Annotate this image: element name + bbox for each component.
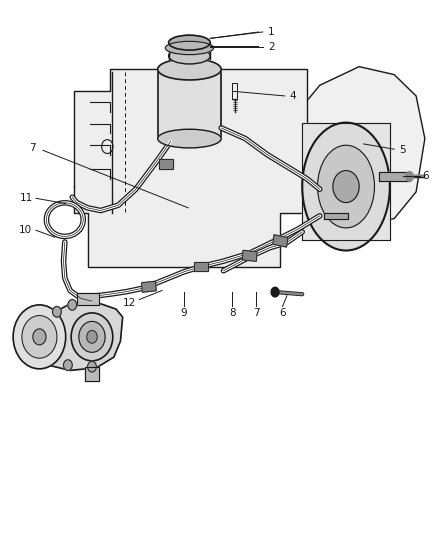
Ellipse shape [158,59,221,80]
Polygon shape [141,281,156,292]
Text: 7: 7 [253,308,260,318]
Polygon shape [273,235,288,247]
Ellipse shape [79,321,105,352]
Text: 1: 1 [268,27,275,37]
Text: 11: 11 [20,193,33,203]
Text: 10: 10 [18,225,32,235]
Circle shape [68,300,77,310]
Circle shape [406,172,413,181]
Circle shape [271,287,279,297]
Text: RAD FAN: RAD FAN [360,131,389,178]
Polygon shape [169,43,210,59]
Circle shape [88,361,96,372]
Text: 7: 7 [29,143,36,153]
Circle shape [13,305,66,369]
Text: 8: 8 [229,308,236,318]
Text: 2: 2 [268,42,275,52]
Polygon shape [242,251,257,261]
Polygon shape [379,172,410,181]
Polygon shape [194,262,208,271]
Text: 9: 9 [180,308,187,318]
Ellipse shape [318,145,374,228]
Polygon shape [158,69,221,139]
Ellipse shape [166,41,214,55]
Circle shape [333,171,359,203]
Ellipse shape [169,48,210,64]
Ellipse shape [158,130,221,148]
Polygon shape [324,213,348,219]
Ellipse shape [302,123,390,251]
Text: 4: 4 [289,91,296,101]
Text: 6: 6 [279,308,286,318]
Polygon shape [410,175,420,178]
Polygon shape [159,159,173,169]
Polygon shape [85,367,99,381]
Ellipse shape [169,35,210,50]
Circle shape [33,329,46,345]
Text: 5: 5 [399,146,406,155]
Polygon shape [28,304,123,370]
Text: 12: 12 [123,298,136,308]
Polygon shape [302,123,390,240]
Text: 6: 6 [422,172,429,181]
Polygon shape [77,293,99,305]
Circle shape [64,360,72,370]
Circle shape [22,316,57,358]
Polygon shape [302,67,425,227]
Circle shape [53,306,61,317]
Polygon shape [74,69,307,266]
Circle shape [87,330,97,343]
Ellipse shape [71,313,113,361]
